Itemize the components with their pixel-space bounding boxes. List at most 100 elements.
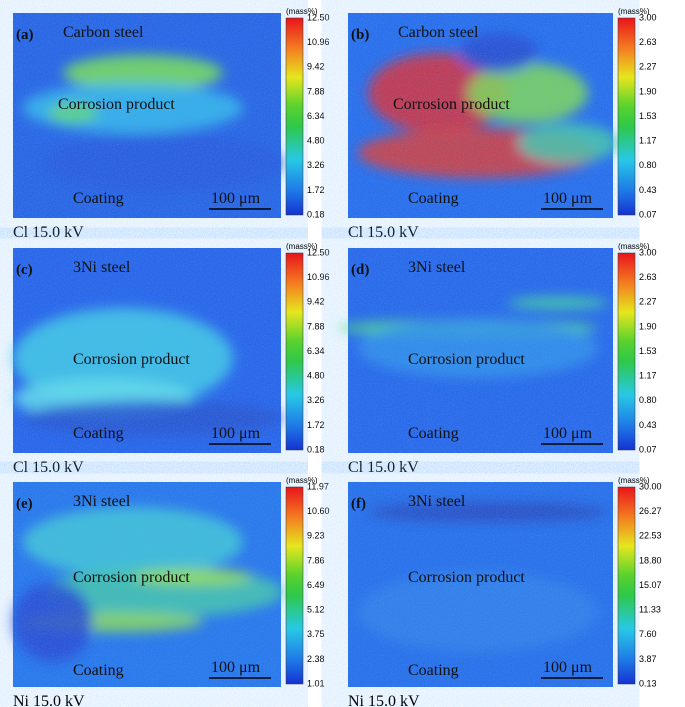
panel-label: (a) bbox=[16, 27, 34, 43]
colorbar-tick: 1.72 bbox=[307, 420, 325, 430]
middle-label: Corrosion product bbox=[73, 351, 190, 368]
colorbar-tick: 0.13 bbox=[639, 678, 657, 688]
map-noise bbox=[348, 13, 613, 218]
top-label: Carbon steel bbox=[63, 24, 144, 41]
colorbar-tick: 3.26 bbox=[307, 160, 325, 170]
map-noise bbox=[13, 482, 281, 687]
element-caption: Cl 15.0 kV bbox=[348, 459, 419, 476]
colorbar-tick: 7.88 bbox=[307, 321, 325, 331]
scale-label: 100 μm bbox=[211, 425, 261, 442]
colorbar-tick: 0.43 bbox=[639, 420, 657, 430]
map-noise bbox=[13, 248, 281, 453]
bottom-label: Coating bbox=[73, 662, 124, 679]
middle-label: Corrosion product bbox=[408, 569, 525, 586]
element-caption: Ni 15.0 kV bbox=[348, 693, 420, 707]
map-panel: (b) Carbon steel Corrosion product Coating 1… bbox=[348, 7, 657, 241]
colorbar-tick: 7.60 bbox=[639, 629, 657, 639]
colorbar bbox=[617, 486, 636, 685]
colorbar-tick: 1.17 bbox=[639, 136, 657, 146]
map-panel: (d) 3Ni steel Corrosion product Coating 100 … bbox=[338, 242, 657, 476]
colorbar-tick: 6.49 bbox=[307, 580, 325, 590]
map-noise bbox=[348, 248, 613, 453]
unit-label: (mass%) bbox=[286, 476, 318, 485]
colorbar-tick: 11.97 bbox=[307, 481, 329, 491]
colorbar bbox=[285, 17, 304, 216]
element-caption: Cl 15.0 kV bbox=[348, 224, 419, 241]
colorbar-tick: 12.50 bbox=[307, 247, 330, 257]
colorbar-tick: 2.27 bbox=[639, 62, 657, 72]
map-noise bbox=[348, 482, 613, 687]
colorbar-tick: 22.53 bbox=[639, 531, 662, 541]
middle-label: Corrosion product bbox=[393, 96, 510, 113]
colorbar-tick: 3.00 bbox=[639, 12, 657, 22]
colorbar-tick: 30.00 bbox=[639, 481, 662, 491]
unit-label: (mass%) bbox=[286, 7, 318, 16]
colorbar bbox=[285, 252, 304, 451]
scale-label: 100 μm bbox=[543, 425, 593, 442]
unit-label: (mass%) bbox=[618, 7, 650, 16]
colorbar-tick: 2.63 bbox=[639, 272, 657, 282]
scale-label: 100 μm bbox=[543, 659, 593, 676]
middle-label: Corrosion product bbox=[73, 569, 190, 586]
colorbar-tick: 3.26 bbox=[307, 395, 325, 405]
colorbar-tick: 2.63 bbox=[639, 37, 657, 47]
bottom-label: Coating bbox=[408, 190, 459, 207]
top-label: 3Ni steel bbox=[73, 493, 131, 510]
colorbar-tick: 1.01 bbox=[307, 678, 325, 688]
unit-label: (mass%) bbox=[618, 476, 650, 485]
bottom-label: Coating bbox=[73, 425, 124, 442]
colorbar-tick: 0.07 bbox=[639, 444, 657, 454]
panel-label: (f) bbox=[351, 496, 366, 512]
panel-label: (b) bbox=[351, 27, 369, 43]
colorbar-tick: 7.88 bbox=[307, 86, 325, 96]
colorbar-tick: 0.07 bbox=[639, 209, 657, 219]
map-panel: (c) 3Ni steel Corrosion product Coating 100 … bbox=[13, 242, 330, 476]
colorbar-tick: 1.53 bbox=[639, 111, 657, 121]
scale-label: 100 μm bbox=[543, 190, 593, 207]
colorbar-tick: 9.23 bbox=[307, 531, 325, 541]
panel-label: (d) bbox=[351, 262, 369, 278]
map-panel: (e) 3Ni steel Corrosion product Coating 100 … bbox=[13, 476, 330, 707]
top-label: 3Ni steel bbox=[73, 259, 131, 276]
colorbar-tick: 9.42 bbox=[307, 297, 325, 307]
colorbar-tick: 10.60 bbox=[307, 506, 330, 516]
colorbar-tick: 6.34 bbox=[307, 346, 325, 356]
colorbar-tick: 15.07 bbox=[639, 580, 662, 590]
unit-label: (mass%) bbox=[618, 242, 650, 251]
colorbar-tick: 1.90 bbox=[639, 321, 657, 331]
top-label: Carbon steel bbox=[398, 24, 479, 41]
colorbar-tick: 5.12 bbox=[307, 605, 325, 615]
element-caption: Cl 15.0 kV bbox=[13, 224, 84, 241]
colorbar-tick: 0.80 bbox=[639, 395, 657, 405]
colorbar-tick: 4.80 bbox=[307, 371, 325, 381]
colorbar-tick: 1.53 bbox=[639, 346, 657, 356]
colorbar-tick: 26.27 bbox=[639, 506, 662, 516]
colorbar-tick: 11.33 bbox=[639, 605, 661, 615]
scale-label: 100 μm bbox=[211, 190, 261, 207]
colorbar-tick: 2.38 bbox=[307, 654, 325, 664]
top-label: 3Ni steel bbox=[408, 493, 466, 510]
colorbar-tick: 9.42 bbox=[307, 62, 325, 72]
colorbar-tick: 18.80 bbox=[639, 555, 662, 565]
colorbar bbox=[617, 17, 636, 216]
colorbar-tick: 3.75 bbox=[307, 629, 325, 639]
colorbar-tick: 0.80 bbox=[639, 160, 657, 170]
colorbar-tick: 6.34 bbox=[307, 111, 325, 121]
colorbar-tick: 10.96 bbox=[307, 272, 330, 282]
scale-label: 100 μm bbox=[211, 659, 261, 676]
map-panel: (f) 3Ni steel Corrosion product Coating 100 … bbox=[348, 476, 662, 707]
colorbar-tick: 1.90 bbox=[639, 86, 657, 96]
colorbar-tick: 2.27 bbox=[639, 297, 657, 307]
colorbar-tick: 1.17 bbox=[639, 371, 657, 381]
colorbar-tick: 0.43 bbox=[639, 185, 657, 195]
middle-label: Corrosion product bbox=[408, 351, 525, 368]
panel-label: (e) bbox=[16, 496, 33, 512]
colorbar-tick: 1.72 bbox=[307, 185, 325, 195]
map-noise bbox=[13, 13, 281, 218]
map-panel: (a) Carbon steel Corrosion product Coating 1… bbox=[13, 7, 330, 241]
top-label: 3Ni steel bbox=[408, 259, 466, 276]
colorbar-tick: 10.96 bbox=[307, 37, 330, 47]
panel-label: (c) bbox=[16, 262, 33, 278]
unit-label: (mass%) bbox=[286, 242, 318, 251]
